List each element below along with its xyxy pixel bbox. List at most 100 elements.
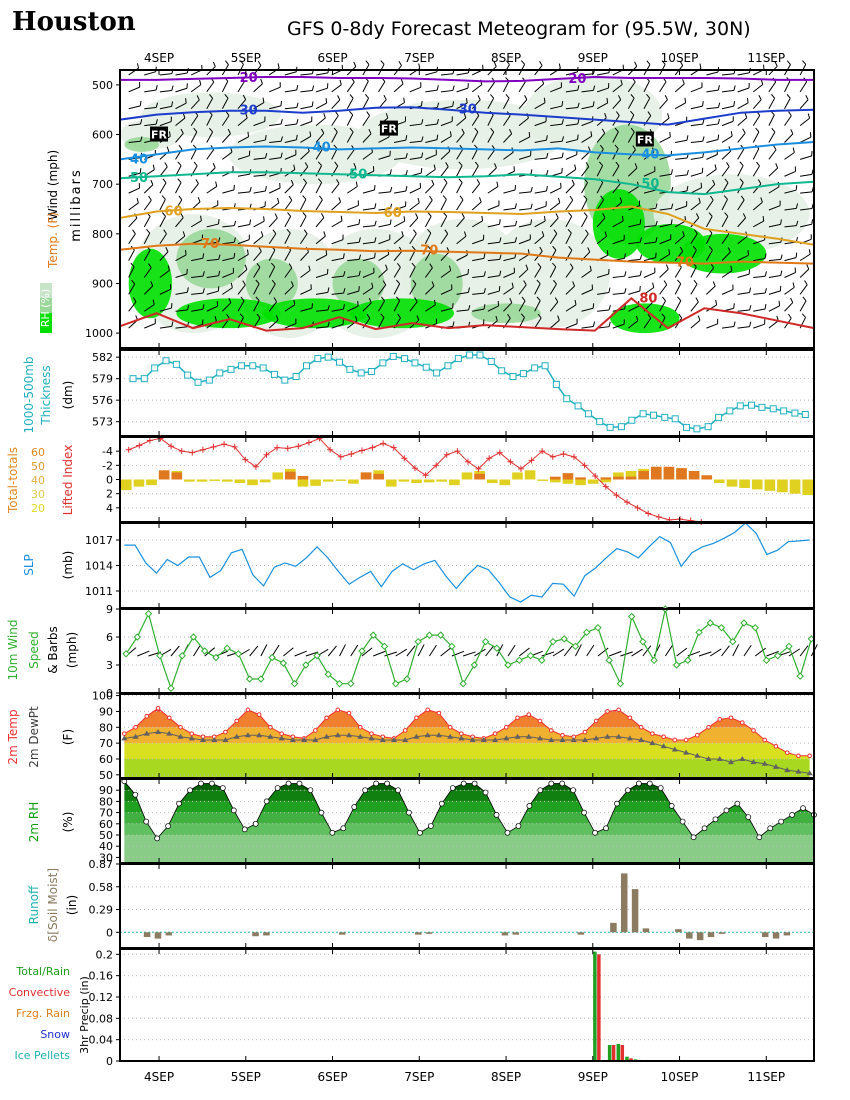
- wind10m-point: [313, 651, 321, 660]
- wind-barb: [503, 225, 516, 228]
- wind-barb-flag: [608, 321, 611, 327]
- wind-barb: [487, 114, 494, 126]
- wind-barb-flag: [225, 60, 229, 65]
- wind-barb-flag: [256, 313, 261, 319]
- temp2m-point: [425, 707, 430, 713]
- wind-barb: [175, 72, 188, 76]
- wind-barb: [690, 301, 699, 312]
- wind-barb-flag: [536, 279, 541, 285]
- temp-contour-80: [119, 297, 815, 332]
- wind-barb-flag: [245, 113, 248, 119]
- wind-barb: [581, 73, 594, 76]
- wind-barb: [721, 270, 733, 278]
- wind-barb-flag: [197, 197, 201, 203]
- dewpt2m-point: [784, 767, 791, 773]
- temp2m-point: [638, 724, 644, 730]
- wind-barb: [143, 249, 151, 261]
- lifted-index-point: [507, 458, 514, 465]
- rh-legend-box: RH (%): [39, 283, 52, 333]
- wind-barb-flag: [225, 111, 230, 116]
- thickness-point: [389, 352, 397, 360]
- wind-barb-flag: [468, 305, 471, 311]
- wind-barb: [409, 157, 422, 160]
- dewpt2m-point: [267, 733, 274, 739]
- wind-barb: [627, 97, 635, 109]
- wind-barb: [378, 208, 391, 211]
- lifted-index-point: [136, 442, 143, 449]
- temp2m-point: [492, 731, 498, 736]
- thickness-point: [314, 355, 322, 363]
- wind-barb: [237, 136, 249, 143]
- wind-barb-flag: [152, 299, 155, 305]
- wind-barb-flag: [630, 127, 635, 133]
- ytick-label-upper: 500: [92, 79, 113, 92]
- wind-barb-flag: [621, 215, 624, 222]
- thickness-point: [172, 360, 180, 368]
- wind-barb: [300, 307, 313, 312]
- rh2m-point: [252, 820, 259, 827]
- dewpt2m-point: [683, 749, 690, 755]
- ytick-label-pcp: 0.12: [89, 991, 114, 1004]
- temp2m-point: [144, 713, 150, 719]
- dewpt2m-point: [346, 732, 353, 738]
- wind-barb-flag: [802, 296, 807, 302]
- wind-barb-flag: [490, 94, 495, 99]
- wind-barb: [331, 292, 344, 295]
- ytick-label-rh: 90: [99, 784, 113, 797]
- wind-barb-flag: [624, 271, 627, 277]
- rh-label: RH (%): [39, 289, 52, 327]
- wind-barb: [471, 183, 481, 194]
- wind-barb: [784, 302, 794, 312]
- wind-barb-flag: [249, 219, 252, 225]
- wind-barb-flag: [177, 178, 182, 183]
- wind-barb-flag: [524, 94, 528, 100]
- ytick-label-slp: 1014: [85, 560, 113, 573]
- wind-barb: [518, 253, 530, 262]
- wind-barb: [784, 115, 792, 126]
- temp2m-point: [650, 731, 655, 736]
- wind-barb-flag: [775, 163, 779, 169]
- wind-barb-flag: [698, 197, 701, 203]
- wind-barb: [206, 114, 213, 126]
- wind-barb: [378, 317, 385, 329]
- wind-barb: [362, 225, 375, 228]
- tt-50: 50: [31, 460, 45, 473]
- wind-barb-flag: [132, 297, 137, 303]
- rh-shade-2: [228, 124, 402, 185]
- rh2m-label: 2m RH: [27, 802, 41, 843]
- wind-barb-flag: [280, 136, 283, 142]
- wind-barb-flag: [319, 195, 323, 201]
- wind-barb: [221, 80, 229, 93]
- wind-barb-flag: [280, 100, 283, 106]
- rh-shade-24: [610, 303, 680, 334]
- wind-barb: [424, 199, 433, 211]
- wind10m-line: [125, 608, 812, 691]
- wind10m-barb: [271, 644, 280, 657]
- top-date-4SEP: 4SEP: [144, 51, 174, 65]
- thickness-point: [541, 362, 549, 370]
- dewpt2m-point: [301, 736, 308, 742]
- wind10m-point: [470, 661, 479, 669]
- wind-barb: [737, 102, 749, 110]
- wind-barb: [128, 187, 140, 194]
- li-bar: [486, 479, 498, 484]
- wind-barb: [237, 173, 250, 177]
- wind-barb: [643, 152, 655, 160]
- wind-barb: [206, 81, 215, 93]
- wind-barb: [456, 87, 469, 93]
- dewpt2m-point: [593, 735, 600, 741]
- wind-barb: [659, 268, 669, 278]
- temp2m-point: [526, 712, 532, 717]
- lifted-index-point: [210, 443, 217, 450]
- wind-barb: [237, 254, 249, 262]
- wind-barb-flag: [167, 265, 171, 271]
- wind-barb: [503, 241, 516, 245]
- rh-band: [124, 801, 814, 813]
- wind-barb: [237, 117, 248, 126]
- wind-barb: [503, 115, 511, 126]
- wind-barb-flag: [567, 228, 572, 234]
- wind-barb-flag: [520, 313, 525, 318]
- rh2m-point: [438, 800, 445, 807]
- top-date-9SEP: 9SEP: [578, 51, 608, 65]
- wind-barb-flag: [373, 184, 376, 191]
